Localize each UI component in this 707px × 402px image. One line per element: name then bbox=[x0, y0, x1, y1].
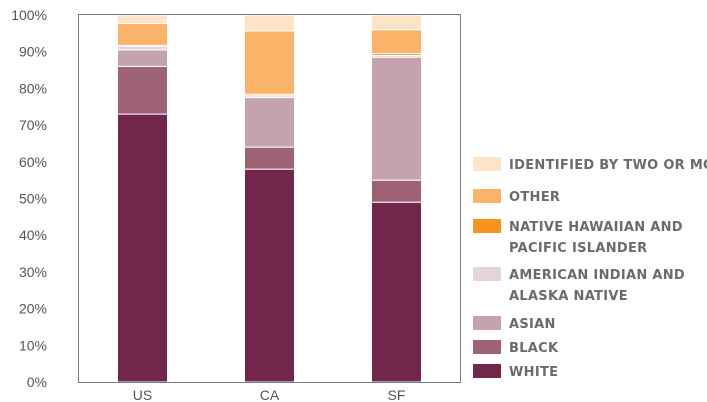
y-tick-label: 30% bbox=[19, 264, 47, 280]
y-tick-label: 100% bbox=[11, 7, 47, 23]
legend-item: ASIAN bbox=[473, 316, 556, 332]
y-axis: 0% 10% 20% 30% 40% 50% 60% 70% 80% 90% 100% bbox=[11, 7, 47, 390]
legend-label: PACIFIC ISLANDER bbox=[509, 241, 647, 256]
bar-segment-asian bbox=[244, 97, 295, 148]
legend-label: ASIAN bbox=[509, 317, 556, 332]
bar-segment-white bbox=[371, 201, 422, 383]
bar-stack-sf bbox=[371, 14, 422, 383]
x-category-label: CA bbox=[260, 387, 280, 402]
legend-item: IDENTIFIED BY TWO OR MORE bbox=[473, 157, 707, 173]
legend-label: AMERICAN INDIAN AND bbox=[509, 268, 685, 283]
legend-item: WHITE bbox=[473, 364, 558, 380]
legend-swatch bbox=[473, 340, 501, 354]
legend-item: NATIVE HAWAIIAN AND PACIFIC ISLANDER bbox=[473, 219, 683, 256]
legend-swatch bbox=[473, 267, 501, 281]
y-tick-label: 40% bbox=[19, 227, 47, 243]
bar-segment-black bbox=[371, 179, 422, 203]
bar-segment-other bbox=[244, 30, 295, 95]
legend-item: AMERICAN INDIAN AND ALASKA NATIVE bbox=[473, 267, 685, 304]
legend-swatch bbox=[473, 157, 501, 171]
legend-label: ALASKA NATIVE bbox=[509, 289, 628, 304]
x-category-label: SF bbox=[388, 387, 406, 402]
y-tick-label: 0% bbox=[27, 374, 47, 390]
bar-segment-american-indian-and-alaska-native bbox=[117, 45, 168, 51]
bar-segment-black bbox=[244, 146, 295, 170]
y-tick-label: 70% bbox=[19, 117, 47, 133]
legend-item: OTHER bbox=[473, 189, 560, 205]
y-tick-label: 50% bbox=[19, 191, 47, 207]
bar-segment-other bbox=[371, 29, 422, 55]
x-category-label: US bbox=[133, 387, 152, 402]
bar-segment-white bbox=[244, 168, 295, 383]
y-tick-label: 80% bbox=[19, 80, 47, 96]
bar-stack-us bbox=[117, 14, 168, 383]
bar-segment-asian bbox=[371, 56, 422, 181]
legend-label: IDENTIFIED BY TWO OR MORE bbox=[509, 158, 707, 173]
legend-label: OTHER bbox=[509, 190, 560, 205]
bar-segment-white bbox=[117, 113, 168, 383]
bar-segment-other bbox=[117, 22, 168, 46]
bar-segment-identified-by-two-or-more bbox=[117, 14, 168, 24]
legend-label: NATIVE HAWAIIAN AND bbox=[509, 220, 683, 235]
bar-segment-identified-by-two-or-more bbox=[244, 14, 295, 32]
legend-swatch bbox=[473, 219, 501, 233]
legend-swatch bbox=[473, 364, 501, 378]
legend-item: BLACK bbox=[473, 340, 559, 356]
legend-label: WHITE bbox=[509, 365, 558, 380]
legend: IDENTIFIED BY TWO OR MORE OTHER NATIVE HAW… bbox=[473, 157, 707, 380]
y-tick-label: 20% bbox=[19, 301, 47, 317]
bar-segment-black bbox=[117, 65, 168, 115]
bar-stack-ca bbox=[244, 14, 295, 383]
x-axis: US CA SF bbox=[133, 387, 406, 402]
legend-label: BLACK bbox=[509, 341, 559, 356]
legend-swatch bbox=[473, 316, 501, 330]
y-tick-label: 10% bbox=[19, 337, 47, 353]
legend-swatch bbox=[473, 189, 501, 203]
bar-segment-identified-by-two-or-more bbox=[371, 14, 422, 31]
y-tick-label: 60% bbox=[19, 154, 47, 170]
bar-segment-asian bbox=[117, 49, 168, 67]
plot-frame bbox=[78, 14, 461, 383]
y-tick-label: 90% bbox=[19, 44, 47, 60]
bars bbox=[117, 14, 422, 383]
